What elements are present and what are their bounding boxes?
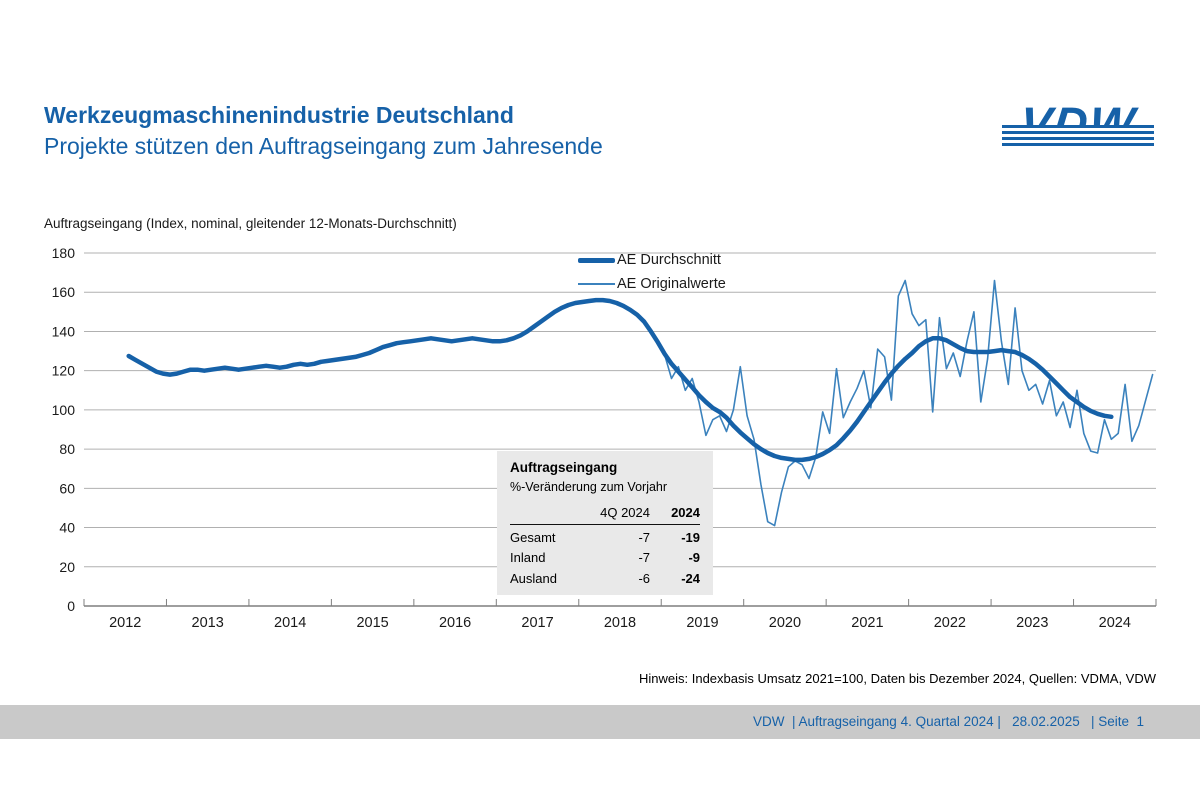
y-axis-label: 160: [52, 284, 76, 300]
y-axis-label: 60: [59, 480, 75, 496]
legend-label-orig: AE Originalwerte: [617, 276, 726, 292]
x-axis-label: 2014: [274, 615, 306, 631]
x-axis-label: 2023: [1016, 615, 1048, 631]
table-cell-value: -9: [688, 550, 700, 565]
table-title: Auftragseingang: [510, 460, 618, 475]
chart-legend: AE Durchschnitt AE Originalwerte: [578, 248, 726, 296]
y-axis-label: 100: [52, 402, 76, 418]
x-axis-label: 2022: [934, 615, 966, 631]
x-axis-label: 2020: [769, 615, 801, 631]
table-column-header: [510, 503, 588, 525]
legend-item-orig: AE Originalwerte: [578, 272, 726, 296]
x-axis-label: 2017: [521, 615, 553, 631]
y-axis-label: 120: [52, 363, 76, 379]
header: Werkzeugmaschinenindustrie Deutschland P…: [44, 100, 603, 162]
page-title: Werkzeugmaschinenindustrie Deutschland: [44, 102, 514, 128]
avg-line-series: [126, 297, 1114, 463]
table-cell-value: -19: [681, 529, 700, 545]
note-text: Hinweis: Indexbasis Umsatz 2021=100, Dat…: [639, 671, 1156, 686]
x-axis-label: 2015: [356, 615, 388, 631]
y-axis-label: 20: [59, 559, 75, 575]
table-grid: 4Q 2024 2024 Gesamt -7 -19 Inland -7 -9 Ausland -…: [510, 503, 700, 587]
y-axis-label: 40: [59, 520, 75, 536]
y-axis-label: 180: [52, 245, 76, 261]
table-row-label: Inland: [510, 550, 546, 565]
table-subtitle: %-Veränderung zum Vorjahr: [510, 480, 668, 494]
legend-label-avg: AE Durchschnitt: [617, 252, 721, 268]
x-axis-label: 2024: [1099, 615, 1131, 631]
footer-bar: VDW | Auftragseingang 4. Quartal 2024 | …: [0, 705, 1200, 739]
table-cell-value: -24: [681, 570, 700, 586]
table-row-label: Gesamt: [510, 529, 556, 545]
table-column-header: 4Q 2024: [588, 503, 650, 525]
table-row-label: Ausland: [510, 570, 557, 586]
x-axis-label: 2013: [192, 615, 224, 631]
data-table: Auftragseingang %-Veränderung zum Vorjah…: [497, 451, 713, 595]
x-axis-label: 2012: [109, 615, 141, 631]
footer-text: VDW | Auftragseingang 4. Quartal 2024 | …: [752, 714, 1144, 729]
chart-title: Auftragseingang (Index, nominal, gleiten…: [44, 216, 457, 231]
legend-item-avg: AE Durchschnitt: [578, 248, 726, 272]
y-axis-label: 0: [67, 598, 75, 614]
x-axis-label: 2016: [439, 615, 471, 631]
logo-stripe-slits: [1002, 125, 1154, 146]
page-subtitle: Projekte stützen den Auftragseingang zum…: [44, 133, 603, 159]
table-cell-value: -7: [638, 529, 650, 545]
table-column-header: 2024: [650, 503, 700, 525]
x-axis-label: 2019: [686, 615, 718, 631]
y-axis-label: 140: [52, 323, 76, 339]
x-axis-label: 2018: [604, 615, 636, 631]
table-cell-value: -6: [638, 570, 650, 586]
orig-line-swatch: [578, 283, 615, 285]
table-cell-value: -7: [638, 550, 650, 565]
x-axis-label: 2021: [851, 615, 883, 631]
original-values-series: [663, 279, 1154, 527]
avg-line-swatch: [578, 257, 615, 263]
vdw-logo: VDW: [1002, 94, 1154, 150]
y-axis-label: 80: [59, 441, 75, 457]
